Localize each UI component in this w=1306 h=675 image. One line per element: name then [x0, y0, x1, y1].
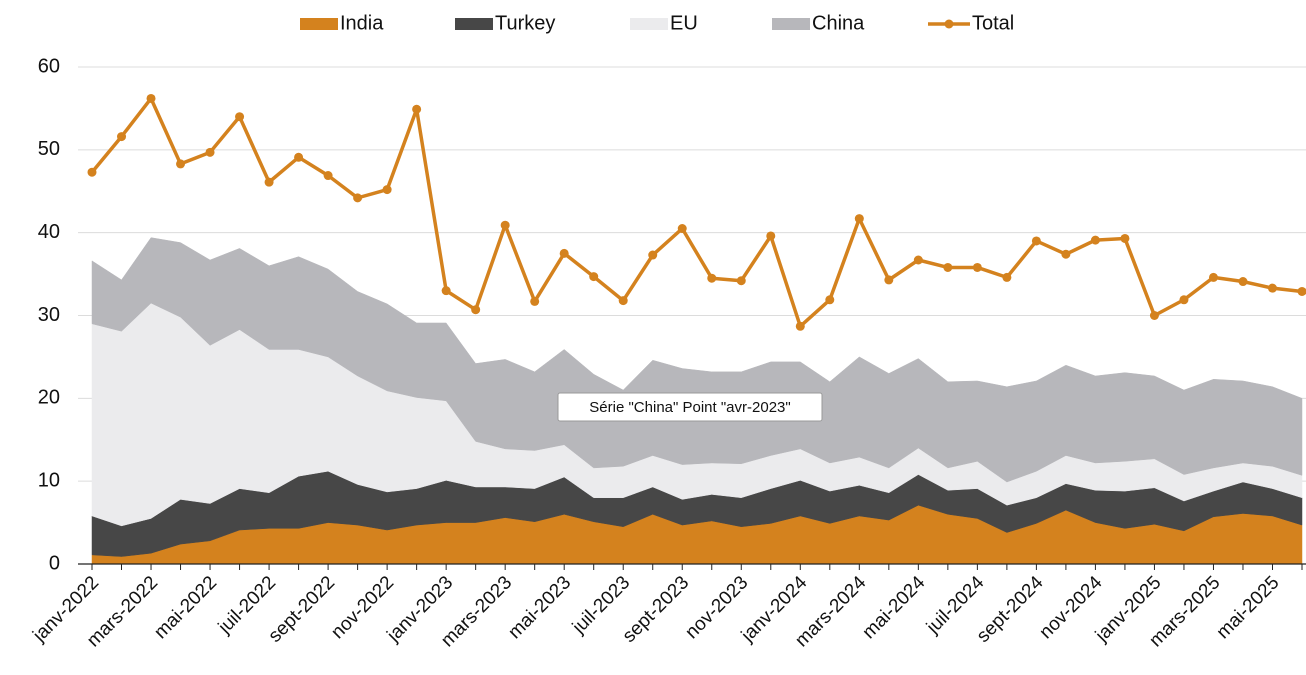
point: [323, 171, 333, 181]
legend-swatch: [455, 18, 493, 30]
legend-label: India: [340, 12, 384, 34]
y-tick-label: 0: [49, 552, 60, 574]
y-tick-label: 30: [38, 304, 60, 326]
point: [530, 296, 540, 306]
point: [1238, 277, 1248, 287]
point: [382, 185, 392, 195]
point: [677, 224, 687, 234]
legend-label: Total: [972, 12, 1014, 34]
legend-swatch: [772, 18, 810, 30]
point: [884, 275, 894, 285]
point: [766, 231, 776, 241]
point: [589, 272, 599, 282]
point: [1149, 311, 1159, 320]
legend-swatch: [630, 18, 668, 30]
legend-label: EU: [670, 12, 698, 34]
point: [1297, 286, 1306, 296]
area: [91, 237, 1303, 483]
point: [471, 305, 481, 315]
point: [117, 132, 127, 142]
point: [795, 321, 805, 331]
y-tick-label: 10: [38, 469, 60, 491]
x-tick-label: mai-2025: [1213, 572, 1284, 643]
tooltip: Série "China" Point "avr-2023": [589, 399, 790, 416]
y-tick-label: 60: [38, 55, 60, 77]
point: [736, 276, 746, 286]
point: [264, 177, 274, 187]
point: [559, 248, 569, 258]
x-tick-label: mai-2023: [504, 572, 575, 643]
point: [1002, 272, 1012, 282]
point: [618, 296, 628, 306]
point: [943, 262, 953, 272]
point: [235, 112, 245, 122]
point: [1120, 233, 1130, 243]
point: [1179, 295, 1189, 305]
point: [1090, 235, 1100, 245]
point: [913, 255, 923, 265]
point: [205, 147, 215, 157]
point: [1031, 236, 1041, 246]
point: [648, 250, 658, 260]
y-tick-label: 20: [38, 387, 60, 409]
point: [87, 167, 97, 177]
point: [707, 273, 717, 283]
point: [500, 220, 510, 230]
legend-swatch: [300, 18, 338, 30]
point: [412, 104, 422, 114]
line: [90, 96, 1303, 329]
point: [294, 152, 304, 162]
point: [441, 286, 451, 296]
point: [1267, 283, 1277, 293]
legend-label: China: [812, 12, 865, 34]
point: [353, 193, 363, 203]
legend-label: Turkey: [495, 12, 555, 34]
point: [825, 295, 835, 305]
legend-swatch: [944, 19, 954, 29]
point: [1208, 272, 1218, 282]
point: [176, 159, 186, 169]
y-tick-label: 40: [38, 221, 60, 243]
x-tick-label: mai-2024: [859, 572, 930, 643]
tooltip-box: [557, 392, 823, 422]
x-tick-label: mai-2022: [150, 572, 221, 643]
point: [1061, 249, 1071, 259]
point: [854, 214, 864, 224]
point: [146, 93, 156, 103]
point: [972, 262, 982, 272]
y-tick-label: 50: [38, 138, 60, 160]
